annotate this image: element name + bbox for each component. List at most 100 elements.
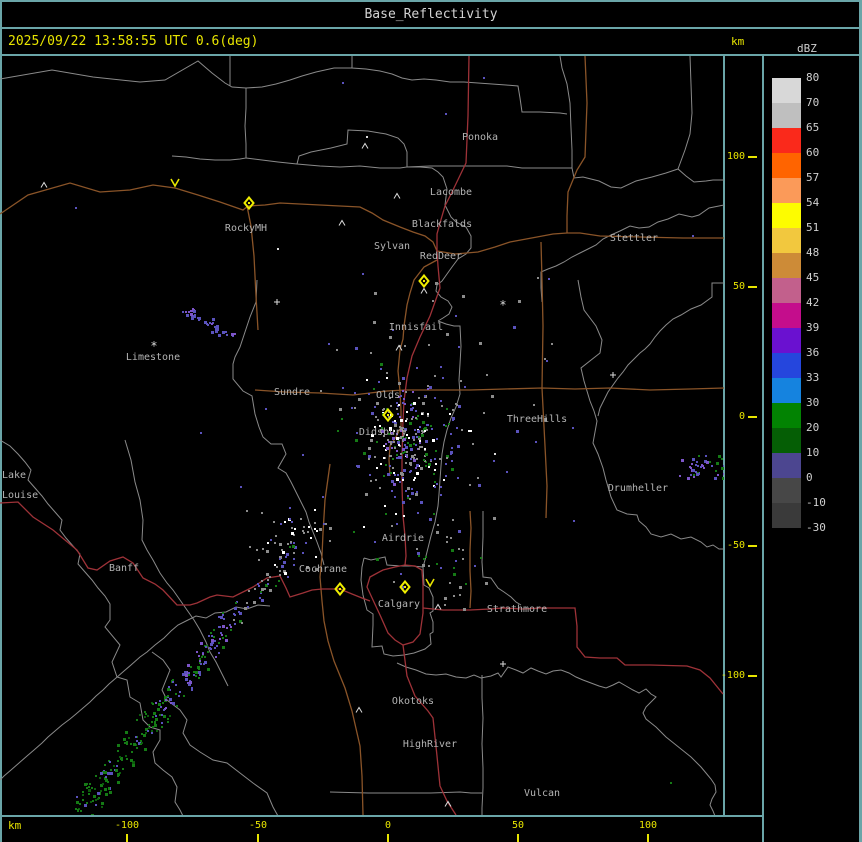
radar-echo-pixel	[117, 744, 120, 747]
radar-echo-pixel	[164, 696, 167, 699]
radar-echo-pixel	[190, 666, 192, 668]
radar-echo-pixel	[339, 408, 342, 411]
radar-echo-pixel	[276, 566, 278, 568]
radar-echo-pixel	[392, 458, 394, 460]
radar-echo-pixel	[322, 496, 324, 498]
radar-echo-pixel	[289, 546, 291, 548]
radar-echo-pixel	[257, 583, 259, 585]
radar-echo-pixel	[393, 472, 395, 474]
radar-echo-pixel	[167, 688, 170, 691]
radar-echo-pixel	[148, 724, 150, 726]
radar-echo-pixel	[418, 437, 421, 440]
radar-echo-pixel	[188, 683, 191, 686]
radar-echo-pixel	[410, 404, 412, 406]
radar-echo-pixel	[394, 424, 397, 427]
radar-echo-pixel	[267, 583, 269, 585]
caret-marker-icon	[393, 192, 401, 199]
radar-echo-pixel	[380, 363, 383, 366]
radar-echo-pixel	[82, 799, 84, 801]
radar-echo-pixel	[300, 518, 302, 520]
radar-echo-pixel	[95, 775, 97, 777]
radar-echo-pixel	[434, 481, 436, 483]
radar-echo-pixel	[291, 527, 293, 529]
radar-echo-pixel	[417, 552, 420, 555]
radar-echo-pixel	[544, 418, 547, 421]
radar-echo-pixel	[200, 432, 202, 434]
radar-echo-pixel	[261, 599, 264, 602]
radar-echo-pixel	[147, 715, 149, 717]
radar-echo-pixel	[126, 743, 128, 745]
radar-echo-pixel	[307, 531, 309, 533]
bottom-axis-tick-label: -50	[248, 820, 268, 831]
radar-echo-pixel	[463, 608, 466, 611]
radar-echo-pixel	[453, 573, 456, 576]
radar-echo-pixel	[130, 743, 132, 745]
highway-road-line	[366, 564, 424, 646]
radar-echo-pixel	[411, 418, 413, 420]
radar-echo-pixel	[88, 786, 90, 788]
radar-echo-pixel	[457, 477, 459, 479]
county-boundary-line	[577, 279, 724, 550]
radar-echo-pixel	[260, 591, 262, 593]
radar-echo-pixel	[386, 447, 389, 450]
radar-echo-pixel	[411, 455, 414, 458]
radar-echo-pixel	[445, 463, 447, 465]
city-label: Banff	[109, 563, 139, 574]
radar-echo-pixel	[151, 732, 153, 734]
radar-echo-pixel	[421, 434, 424, 437]
radar-echo-pixel	[391, 490, 393, 492]
radar-echo-pixel	[390, 441, 392, 443]
bottom-axis-tick-label: 100	[638, 820, 658, 831]
radar-echo-pixel	[291, 532, 294, 535]
radar-echo-pixel	[400, 427, 403, 430]
radar-echo-pixel	[269, 589, 272, 592]
county-boundary-line	[0, 439, 184, 815]
radar-echo-pixel	[97, 798, 99, 800]
radar-echo-pixel	[198, 671, 201, 674]
radar-echo-pixel	[233, 613, 235, 615]
radar-echo-pixel	[279, 574, 281, 576]
radar-echo-pixel	[214, 640, 216, 642]
radar-echo-pixel	[379, 487, 381, 489]
city-label: RedDeer	[420, 251, 462, 262]
city-label: Sundre	[274, 387, 310, 398]
radar-echo-pixel	[329, 540, 331, 542]
radar-echo-pixel	[198, 655, 200, 657]
radar-echo-pixel	[396, 478, 399, 481]
radar-echo-pixel	[279, 558, 281, 560]
radar-echo-pixel	[469, 484, 471, 486]
radar-echo-pixel	[452, 419, 454, 421]
caret-marker-icon	[420, 287, 428, 294]
legend-left-border	[762, 54, 764, 842]
radar-echo-pixel	[436, 531, 439, 534]
caret-marker-icon	[395, 344, 403, 351]
radar-echo-pixel	[458, 548, 460, 550]
radar-echo-pixel	[157, 708, 160, 711]
radar-echo-pixel	[262, 548, 264, 550]
radar-echo-pixel	[695, 471, 697, 473]
radar-echo-pixel	[126, 758, 128, 760]
radar-echo-pixel	[391, 447, 393, 449]
radar-echo-pixel	[205, 646, 207, 648]
radar-echo-pixel	[336, 349, 338, 351]
radar-echo-pixel	[435, 463, 437, 465]
legend-value-label: 65	[806, 121, 820, 134]
radar-echo-pixel	[82, 791, 84, 793]
radar-echo-pixel	[189, 681, 192, 684]
radar-echo-pixel	[155, 702, 157, 704]
radar-echo-pixel	[696, 473, 699, 476]
radar-echo-pixel	[155, 718, 158, 721]
county-boundary-line	[245, 67, 352, 89]
radar-echo-pixel	[225, 639, 228, 642]
radar-echo-pixel	[458, 346, 460, 348]
radar-echo-pixel	[167, 718, 169, 720]
radar-echo-pixel	[426, 429, 428, 431]
legend-swatch	[772, 453, 801, 478]
radar-echo-pixel	[434, 397, 436, 399]
radar-echo-pixel	[222, 637, 224, 639]
radar-echo-pixel	[278, 580, 280, 582]
radar-echo-pixel	[377, 419, 379, 421]
legend-value-label: -10	[806, 496, 826, 509]
radar-echo-pixel	[422, 430, 425, 433]
